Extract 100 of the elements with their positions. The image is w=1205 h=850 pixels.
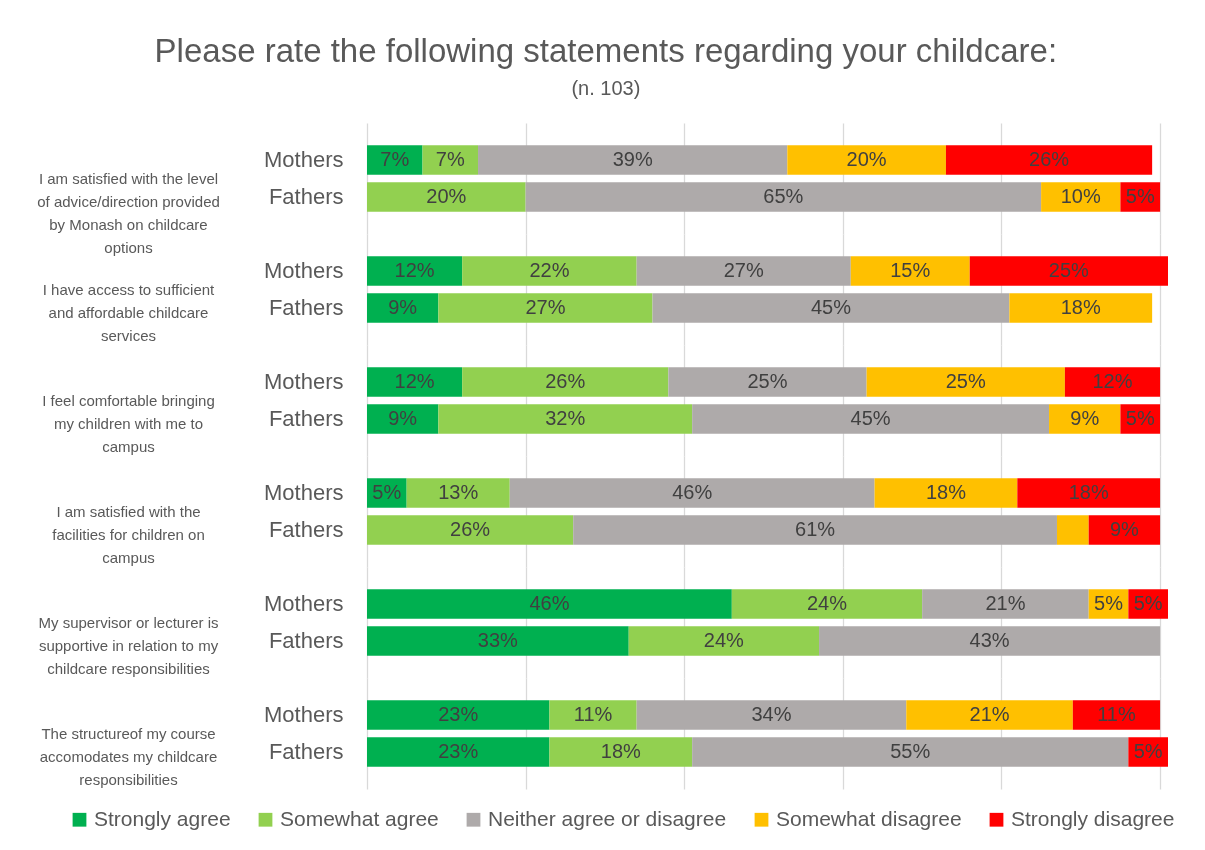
y-tick-label: Mothers xyxy=(264,591,344,616)
data-label: 20% xyxy=(426,185,467,207)
data-label: 32% xyxy=(545,407,586,429)
bar xyxy=(692,737,1129,767)
bar xyxy=(438,293,653,323)
bar xyxy=(652,293,1010,323)
legend-label: Neither agree or disagree xyxy=(488,806,727,830)
data-label: 9% xyxy=(388,407,418,429)
data-label: 20% xyxy=(846,148,887,170)
data-label: 24% xyxy=(703,629,745,651)
bar xyxy=(628,626,820,656)
data-label: 26% xyxy=(450,518,491,540)
y-axis-title: I have access to sufficient and affordable childcare services xyxy=(42,281,216,344)
legend-label: Somewhat agree xyxy=(280,806,439,830)
bar xyxy=(906,700,1073,730)
data-label: 21% xyxy=(969,703,1010,725)
bar xyxy=(367,182,526,212)
data-label: 22% xyxy=(529,259,570,281)
bar xyxy=(636,700,907,730)
data-label: 5% xyxy=(1125,185,1155,207)
bar xyxy=(866,367,1065,397)
data-label: 24% xyxy=(806,592,848,614)
bar xyxy=(509,478,875,508)
data-label: 21% xyxy=(985,592,1026,614)
y-axis-title: My supervisor or lecturer is supportive in relation to my childcare responsibilities xyxy=(38,614,219,677)
y-axis-title: The structureof my course accomodates my childcare responsibilities xyxy=(39,725,218,788)
y-tick-label: Fathers xyxy=(268,517,344,542)
bar xyxy=(1009,293,1153,323)
data-label: 5% xyxy=(1133,740,1163,762)
y-tick-label: Mothers xyxy=(264,369,344,394)
data-label: 65% xyxy=(763,185,804,207)
bar xyxy=(1064,367,1161,397)
data-label: 9% xyxy=(1070,407,1100,429)
data-label: 7% xyxy=(380,148,410,170)
bar xyxy=(525,182,1042,212)
data-label: 25% xyxy=(1048,259,1090,281)
y-tick-label: Fathers xyxy=(268,295,344,320)
data-label: 18% xyxy=(1068,481,1109,503)
data-label: 13% xyxy=(438,481,479,503)
bar xyxy=(549,737,693,767)
data-label: 27% xyxy=(525,296,566,318)
legend-label: Somewhat disagree xyxy=(776,806,962,830)
y-tick-label: Mothers xyxy=(264,147,344,172)
data-label: 23% xyxy=(438,740,479,762)
bar xyxy=(406,478,510,508)
data-label: 5% xyxy=(1125,407,1155,429)
data-label: 39% xyxy=(612,148,653,170)
bar xyxy=(478,145,788,175)
data-label: 12% xyxy=(1092,370,1133,392)
data-label: 45% xyxy=(810,296,852,318)
data-label: 25% xyxy=(945,370,986,392)
data-label: 18% xyxy=(1060,296,1101,318)
data-label: 34% xyxy=(751,703,792,725)
data-label: 43% xyxy=(969,629,1010,651)
bar xyxy=(367,367,463,397)
y-tick-label: Fathers xyxy=(268,628,344,653)
bar xyxy=(367,404,439,434)
bar xyxy=(692,404,1050,434)
bar xyxy=(367,737,550,767)
bar xyxy=(636,256,851,286)
bar xyxy=(367,293,439,323)
y-tick-label: Fathers xyxy=(268,739,344,764)
bar xyxy=(945,145,1153,175)
data-label: 27% xyxy=(723,259,764,281)
bar xyxy=(969,256,1168,286)
data-label: 23% xyxy=(438,703,479,725)
data-label: 5% xyxy=(1133,592,1163,614)
bar xyxy=(731,589,923,619)
data-label: 5% xyxy=(1094,592,1124,614)
bar xyxy=(1088,515,1161,545)
bar xyxy=(874,478,1018,508)
y-axis-title: I am satisfied with the level of advice/direction provided by Monash on childcare options xyxy=(37,170,220,256)
bar xyxy=(367,700,550,730)
bar xyxy=(922,589,1089,619)
data-label: 46% xyxy=(529,592,570,614)
data-label: 46% xyxy=(672,481,713,503)
bar xyxy=(1049,404,1121,434)
data-label: 9% xyxy=(1109,518,1140,540)
bar xyxy=(1017,478,1161,508)
y-axis-title: I am satisfied with the facilities for children on campus xyxy=(52,503,205,566)
data-label: 26% xyxy=(545,370,586,392)
data-label: 18% xyxy=(600,740,642,762)
data-label: 15% xyxy=(890,259,931,281)
data-label: 55% xyxy=(890,740,931,762)
bar xyxy=(573,515,1057,545)
data-label: 9% xyxy=(388,296,418,318)
bar xyxy=(367,145,423,175)
y-tick-label: Fathers xyxy=(268,406,344,431)
y-tick-label: Mothers xyxy=(264,702,344,727)
bar xyxy=(462,367,669,397)
bar xyxy=(549,700,637,730)
legend-label: Strongly disagree xyxy=(1011,806,1175,830)
data-label: 18% xyxy=(925,481,967,503)
data-label: 7% xyxy=(435,148,465,170)
data-label: 11% xyxy=(1097,703,1136,725)
data-label: 61% xyxy=(795,518,836,540)
bar xyxy=(367,515,574,545)
bar xyxy=(1072,700,1161,730)
bar xyxy=(1056,515,1089,545)
bar xyxy=(668,367,867,397)
